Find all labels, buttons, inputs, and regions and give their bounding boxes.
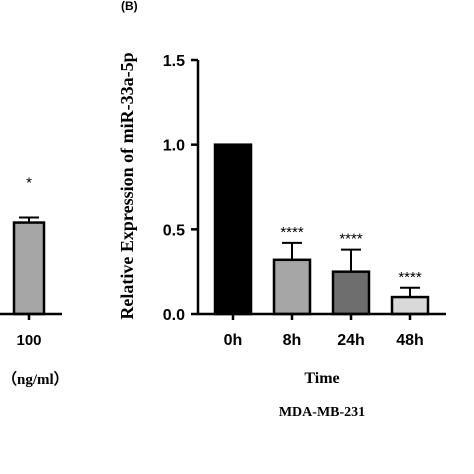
left-significance-label: * bbox=[26, 174, 32, 191]
x-tick-label: 0h bbox=[224, 332, 243, 349]
left-panel: * 100 （ng/ml） bbox=[0, 174, 69, 388]
x-axis-label: Time bbox=[304, 370, 339, 387]
bar bbox=[213, 143, 253, 316]
panel-label: (B) bbox=[121, 0, 138, 13]
y-tick-label: 0.0 bbox=[163, 307, 185, 324]
y-axis-label: Relative Expression of miR-33a-5p bbox=[117, 52, 137, 319]
significance-label: **** bbox=[339, 231, 363, 248]
y-tick-label: 1.5 bbox=[163, 53, 185, 70]
y-tick-label: 0.5 bbox=[163, 222, 185, 239]
significance-label: **** bbox=[280, 224, 304, 241]
x-tick-label: 8h bbox=[283, 332, 302, 349]
chart-subtitle: MDA-MB-231 bbox=[279, 405, 365, 420]
y-tick-label: 1.0 bbox=[163, 138, 185, 155]
significance-label: **** bbox=[398, 269, 422, 286]
x-axis-ticks: 0h 8h 24h 48h bbox=[224, 314, 424, 349]
left-unit-label: （ng/ml） bbox=[2, 370, 69, 388]
x-tick-label: 48h bbox=[396, 332, 424, 349]
y-axis-ticks: 0.0 0.5 1.0 1.5 bbox=[163, 53, 198, 324]
bars: **** **** **** bbox=[213, 143, 430, 316]
bar bbox=[331, 270, 371, 316]
left-tick-label: 100 bbox=[16, 332, 41, 349]
bar bbox=[390, 295, 430, 316]
bar bbox=[272, 258, 312, 316]
left-bar bbox=[12, 221, 46, 316]
right-panel: (B) Relative Expression of miR-33a-5p 0.… bbox=[117, 0, 446, 420]
x-tick-label: 24h bbox=[337, 332, 365, 349]
